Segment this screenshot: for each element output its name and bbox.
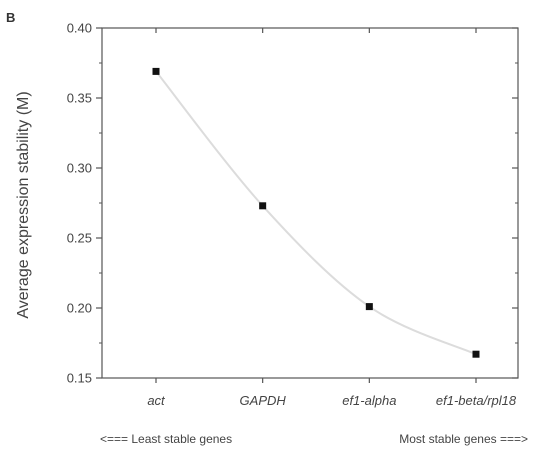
x-axis-tick-labels: act GAPDH ef1-alpha ef1-beta/rpl18 <box>147 393 517 408</box>
least-stable-annotation: <=== Least stable genes <box>100 432 232 446</box>
y-axis-title: Average expression stability (M) <box>15 91 32 318</box>
y-tick-label: 0.25 <box>67 231 92 246</box>
data-markers <box>152 67 480 358</box>
series-line <box>155 70 477 356</box>
y-tick-label: 0.40 <box>67 21 92 36</box>
y-tick-label: 0.30 <box>67 161 92 176</box>
most-stable-annotation: Most stable genes ===> <box>399 432 528 446</box>
y-tick-label: 0.20 <box>67 301 92 316</box>
panel-label: B <box>6 10 15 25</box>
data-point <box>259 202 267 210</box>
data-point <box>472 350 480 358</box>
y-axis-ticks <box>96 27 518 379</box>
plot-frame <box>101 27 519 379</box>
x-category-label: GAPDH <box>240 393 287 408</box>
x-category-label: ef1-alpha <box>342 393 396 408</box>
x-category-label: act <box>147 393 166 408</box>
y-tick-label: 0.15 <box>67 371 92 386</box>
y-axis-tick-labels: 0.15 0.20 0.25 0.30 0.35 0.40 <box>67 21 92 386</box>
x-axis-ticks <box>155 28 477 383</box>
x-category-label: ef1-beta/rpl18 <box>436 393 517 408</box>
y-tick-label: 0.35 <box>67 91 92 106</box>
data-point <box>365 303 373 311</box>
data-point <box>152 67 160 75</box>
